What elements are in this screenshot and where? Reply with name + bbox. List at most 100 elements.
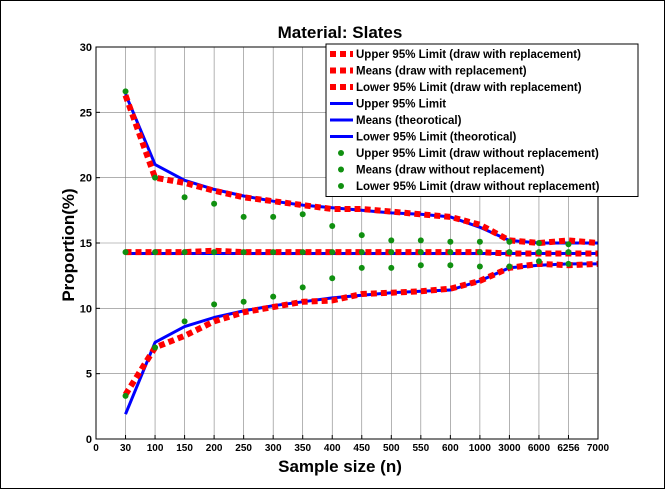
data-point: [417, 249, 424, 256]
legend-marker: [338, 183, 344, 189]
data-point: [388, 264, 395, 271]
data-point: [388, 249, 395, 256]
y-tick-label: 0: [86, 434, 92, 446]
x-tick-label: 100: [147, 443, 164, 454]
series-3: [124, 93, 598, 245]
data-point: [358, 232, 365, 239]
x-tick-label: 500: [383, 443, 400, 454]
y-tick-label: 25: [80, 107, 92, 119]
series-line: [125, 247, 598, 257]
data-point: [417, 237, 424, 244]
data-point: [270, 213, 277, 220]
legend-label: Upper 95% Limit (draw with replacement): [356, 49, 581, 61]
x-tick-label: 6000: [528, 443, 551, 454]
data-point: [270, 249, 277, 256]
data-point: [565, 249, 572, 256]
y-tick-label: 15: [80, 238, 92, 250]
x-tick-label: 350: [294, 443, 311, 454]
legend-item: Upper 95% Limit (draw with replacement): [330, 49, 581, 61]
data-point: [388, 237, 395, 244]
series-2: [122, 260, 599, 397]
x-tick-label: 400: [324, 443, 341, 454]
legend-label: Lower 95% Limit (draw with replacement): [356, 82, 582, 94]
tick-labels: 0 30 100 150 200 250 300 350 400 450 500 550 600 1000…: [80, 42, 610, 454]
x-tick-label: 7000: [587, 443, 610, 454]
legend-item: Means (draw with replacement): [330, 66, 527, 78]
legend: Upper 95% Limit (draw with replacement) M…: [325, 43, 639, 197]
data-point: [122, 249, 129, 256]
x-tick-label: 600: [442, 443, 459, 454]
data-point: [358, 249, 365, 256]
data-point: [240, 298, 247, 305]
data-point: [535, 240, 542, 246]
x-tick-label: 200: [206, 443, 223, 454]
legend-label: Means (draw with replacement): [356, 66, 527, 78]
data-point: [476, 263, 483, 270]
data-point: [240, 213, 247, 220]
data-point: [476, 249, 483, 256]
data-point: [535, 258, 542, 265]
data-point: [152, 344, 159, 351]
x-tick-label: 550: [412, 443, 429, 454]
data-point: [152, 249, 159, 256]
data-point: [181, 318, 188, 325]
x-tick-label: 300: [265, 443, 282, 454]
chart-title: Material: Slates: [278, 23, 403, 42]
data-point: [270, 293, 277, 300]
data-point: [329, 223, 336, 230]
x-tick-label: 250: [235, 443, 252, 454]
legend-item: Lower 95% Limit (draw without replacemen…: [338, 181, 600, 193]
data-point: [358, 264, 365, 271]
data-point: [299, 211, 306, 218]
x-tick-label: 6256: [557, 443, 580, 454]
series-8: [122, 258, 572, 399]
data-point: [299, 284, 306, 291]
data-point: [417, 262, 424, 269]
series-line: [124, 93, 598, 245]
y-tick-label: 10: [80, 303, 92, 315]
series-layer: [122, 88, 599, 415]
legend-label: Lower 95% Limit (draw without replacemen…: [356, 181, 600, 193]
y-axis-label: Proportion(%): [59, 188, 78, 301]
x-tick-label: 1000: [469, 443, 492, 454]
data-point: [506, 249, 513, 256]
legend-label: Upper 95% Limit (draw without replacemen…: [356, 148, 599, 160]
data-point: [211, 249, 218, 256]
legend-item: Lower 95% Limit (draw with replacement): [330, 82, 582, 94]
data-point: [506, 238, 513, 245]
legend-item: Means (theorotical): [330, 115, 462, 127]
legend-marker: [338, 166, 344, 173]
data-point: [240, 249, 247, 256]
data-point: [152, 174, 159, 181]
x-axis-label: Sample size (n): [278, 457, 402, 476]
data-point: [122, 88, 129, 95]
data-point: [329, 249, 336, 256]
data-point: [565, 260, 572, 267]
series-1: [125, 247, 598, 257]
legend-box: [325, 43, 639, 197]
x-tick-label: 0: [93, 443, 99, 454]
x-tick-label: 150: [176, 443, 193, 454]
data-point: [447, 262, 454, 269]
data-point: [211, 200, 218, 207]
series-6: [122, 88, 572, 248]
data-point: [211, 301, 218, 308]
legend-item: Upper 95% Limit: [330, 99, 446, 111]
y-tick-label: 30: [80, 42, 92, 54]
legend-label: Lower 95% Limit (theorotical): [356, 132, 517, 144]
data-point: [181, 194, 188, 201]
x-tick-label: 3000: [498, 443, 521, 454]
data-point: [565, 241, 572, 248]
y-tick-label: 20: [80, 173, 92, 185]
legend-item: Upper 95% Limit (draw without replacemen…: [338, 148, 599, 160]
series-7: [122, 249, 572, 256]
legend-marker: [338, 150, 344, 156]
legend-label: Means (theorotical): [356, 115, 462, 127]
data-point: [535, 249, 542, 256]
data-point: [181, 249, 188, 256]
data-point: [447, 238, 454, 245]
data-point: [447, 249, 454, 256]
data-point: [506, 263, 513, 270]
x-tick-label: 30: [120, 443, 132, 454]
